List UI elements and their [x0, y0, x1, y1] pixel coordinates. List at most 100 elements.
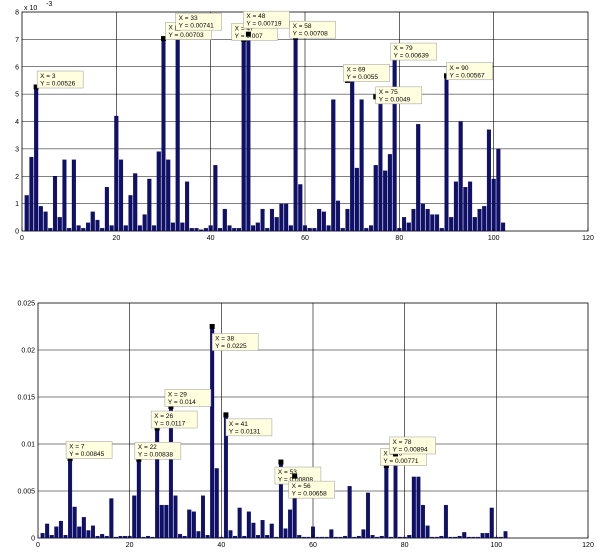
x-tick-label: 40	[217, 542, 225, 549]
bar	[241, 39, 246, 232]
bar	[416, 124, 421, 232]
datatip-marker	[33, 84, 39, 90]
bar	[407, 535, 412, 539]
x-tick-label: 80	[395, 235, 403, 242]
datatip-box	[390, 42, 437, 61]
bar	[449, 217, 454, 232]
bar	[274, 217, 279, 232]
bar	[246, 511, 251, 539]
bar	[68, 458, 73, 539]
datatip[interactable]: X = 56Y = 0.00658	[288, 473, 335, 499]
datatip-y-text: Y = 0.0131	[229, 428, 261, 435]
bar	[43, 211, 48, 232]
datatip-x-text: X = 75	[379, 89, 398, 96]
datatip[interactable]: X = 33Y = 0.00741	[175, 12, 222, 31]
datatip[interactable]: X = 7Y = 0.00845	[65, 441, 113, 462]
y-exponent-power: -3	[46, 1, 52, 8]
bar	[38, 206, 43, 232]
x-tick-label: 100	[488, 235, 500, 242]
x-tick-label: 120	[582, 235, 594, 242]
datatip[interactable]: X = 58Y = 0.00708	[289, 20, 336, 40]
bar	[293, 37, 298, 232]
datatip-box	[243, 10, 290, 29]
datatip-x-text: X = 79	[394, 45, 413, 52]
datatip-box	[150, 410, 198, 429]
bar	[430, 214, 435, 232]
datatip-marker	[161, 36, 166, 42]
datatip[interactable]: X = 90Y = 0.00567	[444, 62, 493, 81]
bar	[482, 206, 487, 232]
bar	[34, 86, 39, 232]
datatip[interactable]: X = 26Y = 0.0117	[150, 410, 198, 431]
bar	[255, 222, 260, 232]
y-tick-label: 1	[15, 201, 19, 208]
bar	[368, 225, 374, 232]
bar	[448, 536, 453, 539]
bar	[228, 530, 233, 539]
x-tick-label: 0	[36, 542, 40, 549]
bar	[298, 184, 303, 232]
datatip-y-text: Y = 0.00808	[278, 477, 314, 484]
bar	[123, 225, 128, 232]
bar	[156, 151, 161, 232]
datatip[interactable]: X = 3Y = 0.00526	[33, 70, 84, 90]
bar	[185, 181, 190, 232]
datatip-box	[175, 12, 222, 31]
datatip[interactable]: X = 79Y = 0.00639	[390, 42, 437, 61]
bar	[109, 225, 114, 232]
datatip-box	[446, 62, 493, 81]
datatip-x-text: X = 38	[215, 336, 234, 343]
datatip[interactable]: X = 29Y = 0.014	[164, 389, 212, 409]
bar	[411, 476, 416, 539]
bar	[326, 225, 331, 232]
bar	[486, 129, 491, 232]
bar	[350, 80, 355, 232]
bar	[393, 453, 398, 539]
bar	[301, 536, 306, 539]
bar	[324, 536, 329, 539]
bar	[402, 217, 407, 232]
datatip[interactable]: X = 41Y = 0.0131	[223, 412, 273, 437]
datatip[interactable]: X = 75Y = 0.0049	[373, 86, 422, 105]
datatip[interactable]: X = 22Y = 0.00838	[134, 441, 182, 462]
bar	[187, 509, 192, 539]
bar	[288, 225, 293, 232]
datatip-y-text: Y = 0.00771	[383, 458, 419, 465]
bar	[439, 535, 444, 539]
y-tick-label: 4	[15, 119, 19, 126]
datatip[interactable]: X = 38Y = 0.0225	[209, 324, 259, 351]
bar	[133, 173, 138, 232]
datatip-x-text: X = 41	[229, 421, 248, 428]
bar	[343, 535, 348, 539]
y-exponent-label: x 10	[24, 5, 37, 12]
datatip-box	[211, 333, 259, 351]
bar	[496, 148, 501, 232]
bar	[498, 536, 503, 539]
datatip[interactable]: X = 53Y = 0.00808	[274, 459, 322, 485]
bar	[378, 96, 383, 232]
datatip[interactable]: X = 78Y = 0.00894	[389, 436, 436, 457]
datatip-box	[65, 441, 113, 459]
bar	[213, 165, 218, 232]
bar	[175, 28, 180, 232]
y-tick-label: 3	[15, 146, 19, 153]
bar	[260, 519, 265, 539]
bar	[307, 228, 312, 232]
datatip-y-text: Y = 0.0049	[379, 96, 411, 103]
bar	[443, 504, 448, 539]
bar	[86, 530, 91, 539]
bar	[489, 507, 494, 539]
datatip-marker	[245, 31, 251, 37]
bar	[137, 225, 142, 232]
datatip-box	[343, 64, 390, 82]
datatip-x-text: X = 58	[293, 23, 312, 30]
datatip-box	[164, 389, 212, 407]
bar	[373, 165, 378, 232]
bar	[392, 55, 397, 232]
datatip[interactable]: X = 69Y = 0.0055	[343, 64, 390, 83]
datatip-marker	[278, 459, 284, 465]
datatip-box	[288, 480, 335, 499]
bar	[265, 535, 270, 539]
bar	[246, 34, 251, 232]
datatip[interactable]: X = 48Y = 0.00719	[243, 10, 290, 37]
